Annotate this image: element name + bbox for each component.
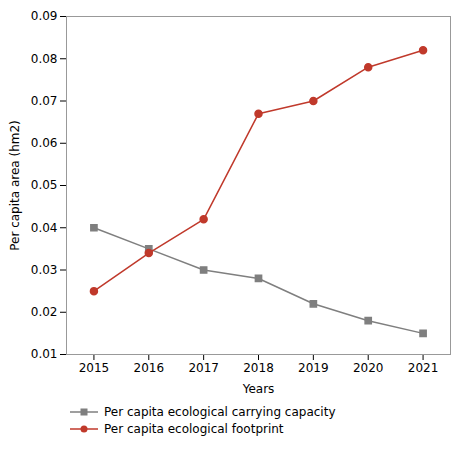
svg-text:2015: 2015 bbox=[79, 361, 110, 375]
svg-text:Years: Years bbox=[242, 382, 275, 396]
svg-text:0.04: 0.04 bbox=[31, 221, 58, 235]
svg-text:0.01: 0.01 bbox=[31, 347, 58, 361]
svg-text:2019: 2019 bbox=[298, 361, 329, 375]
svg-text:2017: 2017 bbox=[188, 361, 219, 375]
svg-text:0.07: 0.07 bbox=[31, 94, 58, 108]
svg-text:Per capita area (hm2): Per capita area (hm2) bbox=[8, 120, 22, 251]
svg-text:0.02: 0.02 bbox=[31, 305, 58, 319]
svg-text:2018: 2018 bbox=[243, 361, 274, 375]
html-text:Per capita ecological footprin: Per capita ecological footprint bbox=[104, 422, 284, 436]
svg-text:2021: 2021 bbox=[408, 361, 439, 375]
svg-text:0.05: 0.05 bbox=[31, 178, 58, 192]
html-text:Per capita ecological carrying: Per capita ecological carrying capacity bbox=[104, 405, 336, 419]
svg-text:0.09: 0.09 bbox=[31, 9, 58, 23]
svg-text:0.06: 0.06 bbox=[31, 136, 58, 150]
svg-text:2016: 2016 bbox=[134, 361, 165, 375]
svg-text:0.08: 0.08 bbox=[31, 52, 58, 66]
svg-text:2020: 2020 bbox=[353, 361, 384, 375]
svg-text:0.03: 0.03 bbox=[31, 263, 58, 277]
